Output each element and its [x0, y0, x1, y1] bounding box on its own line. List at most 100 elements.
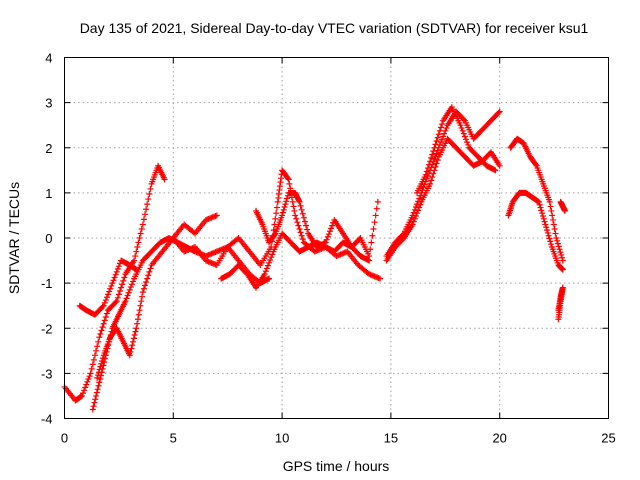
data-point — [558, 254, 565, 261]
data-point — [298, 232, 305, 239]
axis-ticks: 0 5 10 15 20 25 -4 -3 -2 -1 0 1 2 3 4 — [41, 51, 616, 446]
data-point — [213, 212, 220, 219]
data-point — [140, 216, 147, 223]
data-point — [431, 156, 438, 163]
data-point — [98, 327, 105, 334]
data-point — [423, 168, 430, 175]
data-point — [103, 310, 110, 317]
data-point — [550, 221, 557, 228]
data-point — [128, 345, 135, 352]
data-point — [100, 320, 107, 327]
data-point — [107, 285, 114, 292]
data-point — [547, 238, 554, 245]
data-point — [90, 356, 97, 363]
data-point — [370, 225, 377, 232]
data-point — [554, 237, 561, 244]
data-point — [145, 272, 152, 279]
data-point — [429, 174, 436, 181]
data-point — [272, 215, 279, 222]
data-point — [126, 286, 133, 293]
data-point — [325, 231, 332, 238]
data-point — [85, 376, 92, 383]
data-point — [427, 180, 434, 187]
data-point — [323, 236, 330, 243]
y-tick-label: -3 — [41, 366, 53, 381]
data-point — [78, 392, 85, 399]
data-point — [536, 201, 543, 208]
data-point — [95, 382, 102, 389]
data-point — [543, 224, 550, 231]
data-point — [431, 167, 438, 174]
data-point — [99, 324, 106, 331]
data-point — [97, 330, 104, 337]
data-point — [294, 219, 301, 226]
data-point — [291, 207, 298, 214]
series-track-3 — [89, 235, 273, 413]
data-point — [537, 204, 544, 211]
data-point — [133, 248, 140, 255]
x-tick-label: 0 — [61, 431, 68, 446]
data-point — [135, 311, 142, 318]
data-point — [93, 347, 100, 354]
data-point — [137, 230, 144, 237]
data-point — [561, 207, 568, 214]
data-point — [127, 348, 134, 355]
data-point — [283, 198, 290, 205]
data-point — [289, 198, 296, 205]
data-point — [545, 232, 552, 239]
data-point — [109, 280, 116, 287]
data-point — [264, 262, 271, 269]
data-point — [555, 243, 562, 250]
data-point — [412, 213, 419, 220]
data-point — [280, 206, 287, 213]
data-point — [428, 154, 435, 161]
data-point — [460, 130, 467, 137]
data-point — [295, 222, 302, 229]
data-point — [271, 231, 278, 238]
data-point — [299, 210, 306, 217]
data-point — [273, 210, 280, 217]
data-point — [548, 207, 555, 214]
data-point — [283, 195, 290, 202]
data-point — [293, 215, 300, 222]
data-point — [374, 198, 381, 205]
data-point — [538, 207, 545, 214]
data-point — [114, 294, 121, 301]
data-point — [303, 222, 310, 229]
data-point — [462, 136, 469, 143]
data-point — [437, 124, 444, 131]
data-point — [95, 369, 102, 376]
data-point — [94, 386, 101, 393]
data-point — [92, 396, 99, 403]
data-point — [91, 399, 98, 406]
chart-title: Day 135 of 2021, Sidereal Day-to-day VTE… — [80, 20, 589, 36]
data-point — [134, 316, 141, 323]
series-track-11 — [505, 189, 566, 273]
data-point — [547, 203, 554, 210]
data-point — [122, 298, 129, 305]
data-point — [425, 161, 432, 168]
data-point — [262, 268, 269, 275]
data-point — [436, 127, 443, 134]
data-point — [131, 257, 138, 264]
data-point — [371, 219, 378, 226]
data-point — [415, 207, 422, 214]
data-point — [414, 210, 421, 217]
data-point — [429, 151, 436, 158]
data-point — [139, 293, 146, 300]
data-point — [369, 232, 376, 239]
series-track-12 — [507, 135, 566, 264]
data-point — [115, 291, 122, 298]
data-point — [322, 239, 329, 246]
data-point — [106, 288, 113, 295]
data-point — [144, 275, 151, 282]
data-point — [532, 161, 539, 168]
series-track-2 — [76, 257, 140, 318]
data-point — [411, 215, 418, 222]
data-point — [147, 265, 154, 272]
y-tick-label: -2 — [41, 321, 53, 336]
data-point — [97, 363, 104, 370]
data-point — [130, 338, 137, 345]
data-point — [88, 365, 95, 372]
data-point — [94, 372, 101, 379]
